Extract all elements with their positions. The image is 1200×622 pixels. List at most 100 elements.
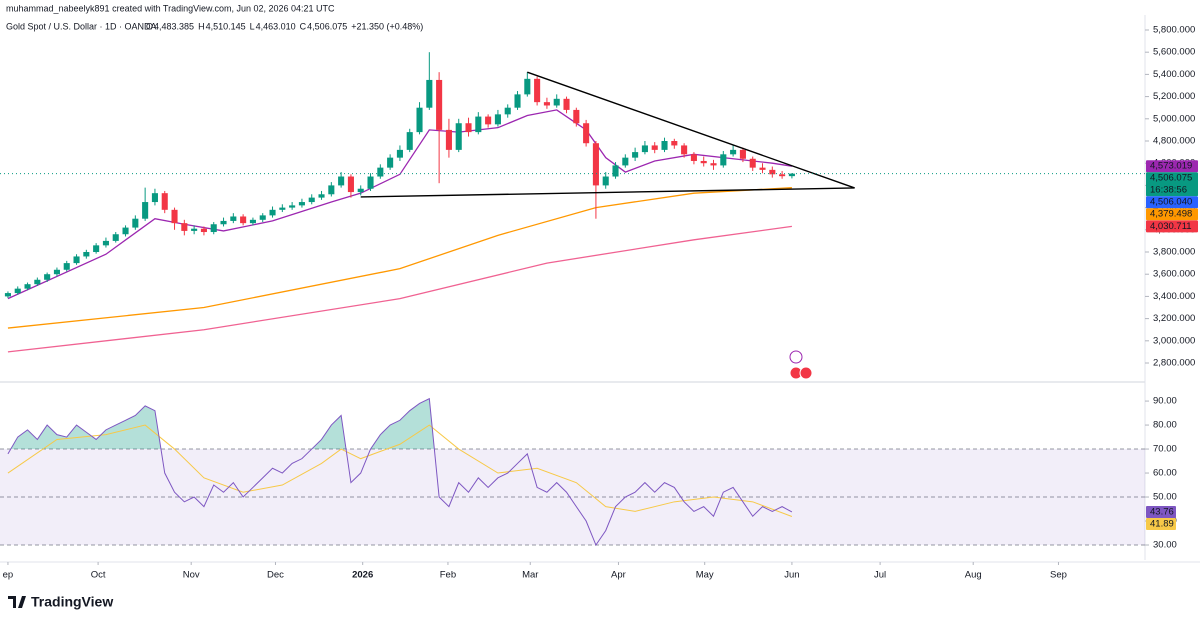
ohlc-key: O [146,21,153,31]
candle-body [338,176,345,186]
rsi-label-box [1146,517,1176,530]
candle-body [181,223,188,231]
y-tick-label: 5,600.000 [1153,47,1195,58]
candle-body [749,158,756,168]
candle-body [681,145,688,155]
candle-body [289,205,296,208]
candle-body [504,107,511,115]
ohlc-value: 4,483.385 [154,21,194,31]
candle-body [240,216,247,224]
trendline [527,71,855,189]
candle-body [53,269,60,275]
candle-body [739,149,746,159]
candle-body [730,149,737,155]
x-tick-label: Sep [1050,570,1067,581]
rsi-tick-label: 30.00 [1153,540,1177,551]
y-tick-label: 3,000.000 [1153,335,1195,346]
symbol: Gold Spot / U.S. Dollar · 1D · OANDA [6,21,157,31]
candle-body [543,102,550,106]
x-tick-label: Nov [183,570,200,581]
plot-area [4,52,855,353]
ohlc-key: H [198,21,205,31]
candle-body [563,98,570,110]
rsi-tick-label: 60.00 [1153,468,1177,479]
candle-body [269,209,276,216]
candle-body [406,132,413,150]
event-icon[interactable] [799,366,813,380]
candle-body [436,79,443,130]
ohlc-value: 4,463.010 [256,21,296,31]
candle-body [34,279,41,285]
y-tick-label: 5,800.000 [1153,25,1195,36]
candle-body [132,218,139,228]
price-label: 4,573.019 [1150,161,1192,172]
candle-body [534,78,541,103]
candle-body [700,160,707,164]
candle-body [44,274,51,280]
candle-body [592,143,599,186]
y-tick-label: 4,800.000 [1153,136,1195,147]
rsi-tick-label: 80.00 [1153,420,1177,431]
candle-body [494,114,501,125]
candle-body [671,140,678,146]
price-label: 4,030.711 [1150,221,1192,232]
candle-body [524,78,531,95]
y-tick-label: 3,200.000 [1153,313,1195,324]
price-label-box [1146,172,1198,197]
event-icon[interactable] [789,350,803,364]
rsi-band [0,449,1145,546]
candle-body [514,94,521,108]
candle-body [142,202,149,219]
y-tick-label: 5,000.000 [1153,113,1195,124]
price-label: 4,506.040 [1150,197,1192,208]
candle-body [24,284,31,289]
candle-body [377,167,384,177]
rsi-label: 43.76 [1150,507,1174,518]
rsi-label-box [1146,505,1176,518]
candle-body [102,240,109,246]
candle-body [416,107,423,133]
y-tick-label: 3,600.000 [1153,269,1195,280]
price-label: 4,506.075 [1150,173,1192,184]
candle-body [475,116,482,133]
candle-body [279,207,286,210]
y-tick-label: 5,200.000 [1153,91,1195,102]
candle-body [367,176,374,189]
trendline [360,187,855,198]
y-tick-label: 5,400.000 [1153,69,1195,80]
candle-body [641,145,648,153]
y-tick-label: 3,400.000 [1153,291,1195,302]
x-tick-label: Aug [965,570,982,581]
candle-body [298,202,305,206]
price-label-box [1146,160,1198,173]
x-tick-label: Feb [440,570,456,581]
brand: TradingView [31,594,113,610]
candle-body [387,157,394,168]
x-tick-label: 2026 [352,570,373,581]
x-tick-label: May [696,570,714,581]
rsi-label: 41.89 [1150,519,1174,530]
candle-body [230,216,237,221]
candle-body [357,188,364,193]
candle-body [553,98,560,106]
candle-body [632,152,639,158]
candle-body [485,116,492,125]
price-label-box [1146,220,1198,233]
candle-body [445,129,452,150]
candle-body [583,123,590,144]
candle-body [465,123,472,133]
candle-body [622,157,629,166]
x-tick-label: Oct [91,570,106,581]
attribution: muhammad_nabeelyk891 created with Tradin… [6,3,335,13]
candle-body [396,149,403,158]
rsi-line [7,397,793,547]
rsi-tick-label: 50.00 [1153,492,1177,503]
candle-body [14,288,21,294]
candle-body [200,228,207,233]
candle-body [426,79,433,108]
candle-body [83,252,90,257]
candle-body [328,185,335,195]
rsi-overbought-fill [10,398,435,450]
